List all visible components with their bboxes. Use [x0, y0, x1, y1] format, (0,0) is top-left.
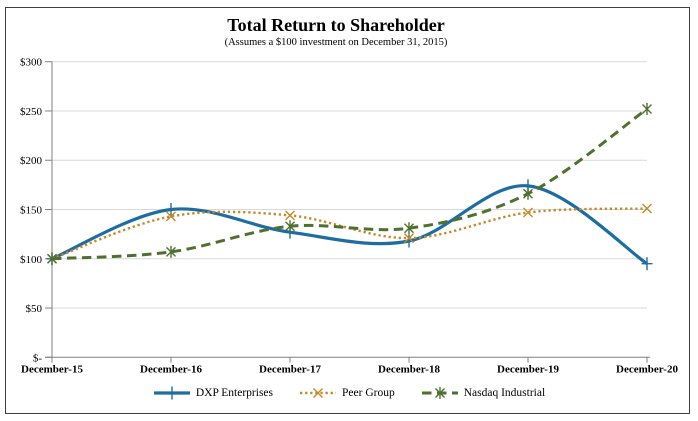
legend-sample-solid-line-icon	[153, 386, 190, 400]
asterisk-marker-icon	[434, 387, 445, 399]
x-tick-label: December-17	[259, 364, 321, 376]
x-tick-label: December-20	[616, 364, 678, 376]
legend-label: Peer Group	[342, 387, 395, 399]
x-marker-icon	[313, 388, 324, 398]
series-markers-nasdaq-industrial	[47, 103, 652, 265]
chart-legend: DXP Enterprises Peer Group Nasdaq Industri…	[0, 386, 698, 400]
plus-marker-icon	[166, 386, 178, 400]
series-markers-peer-group	[47, 203, 652, 264]
legend-label: Nasdaq Industrial	[463, 387, 546, 399]
legend-item-nasdaq-industrial: Nasdaq Industrial	[421, 386, 545, 400]
x-tick-label: December-16	[140, 364, 202, 376]
chart-frame	[5, 7, 690, 414]
x-tick-label: December-19	[497, 364, 559, 376]
legend-item-dxp-enterprises: DXP Enterprises	[153, 386, 273, 400]
y-tick-label: $50	[26, 303, 43, 315]
series-line-nasdaq-industrial	[51, 107, 648, 261]
legend-label: DXP Enterprises	[195, 387, 274, 399]
x-tick-label: December-15	[21, 364, 83, 376]
chart-subtitle: (Assumes a $100 investment on December 3…	[224, 37, 448, 48]
y-tick-label: $-	[33, 352, 43, 364]
y-tick-label: $300	[20, 57, 43, 69]
y-tick-label: $200	[20, 155, 43, 167]
legend-sample-dashed-line-icon	[421, 387, 458, 399]
legend-item-peer-group: Peer Group	[299, 386, 395, 400]
y-tick-label: $250	[20, 106, 43, 118]
y-tick-label: $100	[20, 254, 43, 266]
series-line-dxp-enterprises	[51, 184, 648, 266]
x-tick-label: December-18	[378, 364, 440, 376]
chart-title: Total Return to Shareholder	[227, 15, 445, 35]
y-tick-label: $150	[20, 205, 43, 217]
legend-sample-dotted-line-icon	[300, 388, 337, 398]
